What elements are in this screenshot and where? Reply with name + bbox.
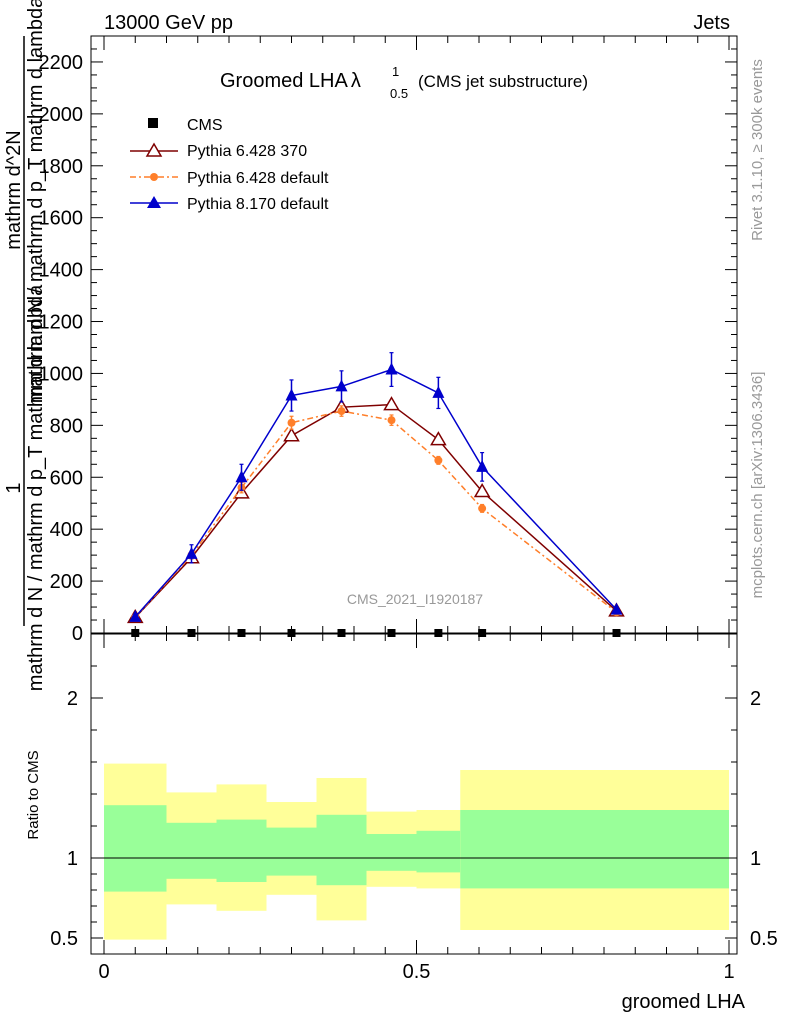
legend-label-cms: CMS [187, 117, 223, 134]
ratio-inner-band [460, 810, 729, 889]
ratio-ytick-label-right: 2 [750, 688, 761, 710]
legend-label-py6-default: Pythia 6.428 default [187, 170, 329, 187]
ylabel-denominator: mathrm d N / mathrm d p_T mathrm d lambd… [25, 284, 47, 691]
series-layer [126, 352, 625, 637]
ratio-xtick-label: 1 [723, 961, 734, 983]
data-point-circle [434, 456, 443, 465]
title-sub: 0.5 [390, 86, 408, 101]
ratio-ytick-label: 0.5 [50, 928, 78, 950]
legend-label-py8: Pythia 8.170 default [187, 196, 329, 213]
series-cms [131, 629, 621, 637]
cms-data-point [131, 629, 140, 637]
main-ytick-label: 1800 [39, 156, 84, 178]
ratio-inner-band [266, 827, 317, 876]
title-main: Groomed LHA [220, 70, 348, 92]
data-point-open-triangle [473, 483, 491, 498]
right-label-top: Rivet 3.1.10, ≥ 300k events [749, 59, 766, 241]
ratio-ylabel: Ratio to CMS [25, 750, 42, 839]
cms-data-point [478, 629, 487, 637]
ratio-inner-band [366, 834, 417, 871]
ratio-inner-band [216, 819, 267, 882]
main-ytick-label: 2200 [39, 52, 84, 74]
x-axis-label: groomed LHA [622, 991, 746, 1013]
cms-data-point [237, 629, 246, 637]
ratio-ytick-label: 2 [67, 688, 78, 710]
ratio-inner-band [416, 830, 461, 873]
cms-data-point [434, 629, 443, 637]
series-line [134, 368, 618, 618]
data-point-circle [478, 504, 487, 513]
ratio-inner-band [166, 822, 217, 879]
data-point-open-triangle [283, 427, 300, 442]
data-point-filled-triangle [432, 385, 445, 398]
ratio-ytick-label: 1 [67, 848, 78, 870]
data-point-filled-triangle [476, 459, 489, 472]
main-ytick-label: 1000 [39, 363, 84, 385]
cms-data-point [387, 629, 396, 637]
main-y-axis: 0 200 400 600 800 1000 1200 1400 1600 1800 2000 220… [39, 35, 737, 645]
ylabel-numerator: 1 [3, 482, 25, 493]
series-line [134, 403, 617, 618]
cms-data-point [612, 629, 621, 637]
main-ytick-label: 600 [50, 467, 83, 489]
ylabel-fraction-text: mathrm d^2N [3, 130, 25, 249]
header-left: 13000 GeV pp [104, 12, 233, 34]
title-sup: 1 [392, 64, 399, 79]
legend-py8-marker [147, 196, 161, 208]
series-pythia-6-428-370 [126, 396, 625, 624]
series-line [134, 410, 617, 618]
main-ytick-label: 2000 [39, 104, 84, 126]
ratio-axis: 0.5 0.5 1 1 2 2 0 0.5 1 [50, 634, 778, 983]
ratio-ytick-label-right: 0.5 [750, 928, 778, 950]
data-point-circle [387, 416, 396, 425]
ratio-xtick-label: 0.5 [403, 961, 431, 983]
main-ylabel: 1 mathrm d N / mathrm d p_T mathrm d lam… [3, 0, 47, 691]
series-pythia-8-170-default [129, 352, 623, 622]
data-point-filled-triangle [335, 379, 348, 392]
data-point-filled-triangle [129, 609, 142, 622]
right-label-bottom: mcplots.cern.ch [arXiv:1306.3436] [749, 372, 766, 599]
data-point-filled-triangle [185, 546, 198, 559]
main-ytick-label: 0 [72, 623, 83, 645]
series-pythia-6-428-default [131, 405, 621, 622]
main-ytick-label: 1600 [39, 208, 84, 230]
ratio-bands [91, 763, 737, 940]
watermark: CMS_2021_I1920187 [347, 591, 483, 607]
data-point-open-triangle [383, 396, 400, 411]
main-ytick-label: 1400 [39, 260, 84, 282]
cms-data-point [187, 629, 196, 637]
data-point-filled-triangle [235, 470, 248, 483]
data-point-filled-triangle [610, 602, 623, 615]
data-point-filled-triangle [285, 388, 298, 401]
ratio-inner-band [104, 805, 167, 892]
legend-label-py6-370: Pythia 6.428 370 [187, 143, 307, 160]
ratio-xtick-label: 0 [98, 961, 109, 983]
main-ytick-label: 1200 [39, 312, 84, 334]
cms-data-point [287, 629, 296, 637]
legend-py6-370-marker [145, 142, 163, 157]
legend-py6-default-marker [150, 173, 158, 181]
data-point-circle [337, 407, 346, 416]
ratio-inner-band [316, 814, 367, 886]
data-point-filled-triangle [385, 362, 398, 375]
main-ytick-label: 200 [50, 571, 83, 593]
data-point-circle [287, 418, 296, 427]
plot-title: Groomed LHA λ 1 0.5 (CMS jet substructure… [220, 64, 588, 101]
ratio-ytick-label-right: 1 [750, 848, 761, 870]
main-ytick-label: 400 [50, 519, 83, 541]
title-symbol: λ [351, 70, 361, 92]
legend: CMS Pythia 6.428 370 Pythia 6.428 defaul… [130, 117, 329, 213]
title-paren: (CMS jet substructure) [418, 72, 588, 91]
ylabel-fraction-denominator: mathrm d N / mathrm d p_T mathrm d lambd… [25, 0, 47, 403]
header-right: Jets [693, 12, 730, 34]
main-ytick-label: 800 [50, 415, 83, 437]
legend-cms-marker [148, 118, 158, 128]
data-point-open-triangle [430, 431, 447, 446]
cms-data-point [337, 629, 346, 637]
